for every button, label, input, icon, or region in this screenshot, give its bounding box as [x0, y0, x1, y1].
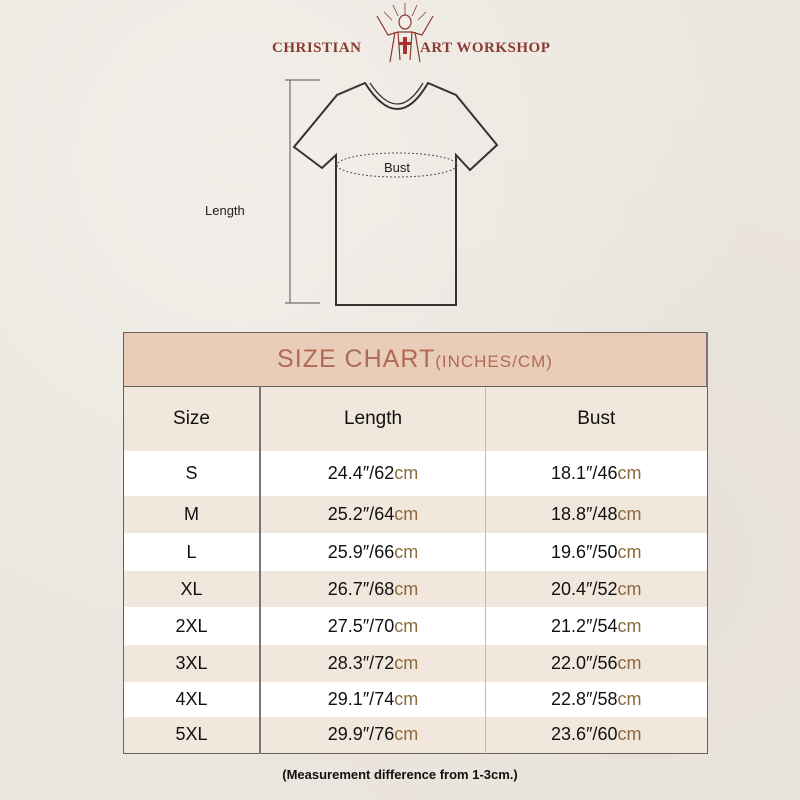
- size-cell: M: [123, 496, 261, 533]
- bust-cell: 21.2″/54cm: [485, 607, 707, 645]
- length-cell: 28.3″/72cm: [260, 645, 486, 682]
- size-cell: 4XL: [123, 682, 261, 717]
- bust-cell: 20.4″/52cm: [485, 571, 707, 607]
- tshirt-diagram: [285, 79, 499, 306]
- size-cell: L: [123, 533, 261, 571]
- brand-name-left: CHRISTIAN: [272, 40, 362, 56]
- size-cell: 2XL: [123, 607, 261, 645]
- size-cell: 5XL: [123, 717, 261, 753]
- size-cell: 3XL: [123, 645, 261, 682]
- table-row: 2XL 27.5″/70cm 21.2″/54cm: [123, 607, 707, 645]
- size-cell: S: [123, 451, 261, 496]
- bust-cell: 19.6″/50cm: [485, 533, 707, 571]
- christ-logo-icon: [376, 3, 434, 63]
- table-row: 5XL 29.9″/76cm 23.6″/60cm: [123, 717, 707, 753]
- bust-cell: 23.6″/60cm: [485, 717, 707, 753]
- length-cell: 26.7″/68cm: [260, 571, 486, 607]
- length-cell: 24.4″/62cm: [260, 451, 486, 496]
- brand-name-right: ART WORKSHOP: [420, 40, 551, 56]
- length-cell: 27.5″/70cm: [260, 607, 486, 645]
- bust-label: Bust: [384, 160, 411, 175]
- length-cell: 29.9″/76cm: [260, 717, 486, 753]
- size-chart-title: SIZE CHART(INCHES/CM): [123, 332, 708, 387]
- bust-cell: 22.8″/58cm: [485, 682, 707, 717]
- bust-cell: 22.0″/56cm: [485, 645, 707, 682]
- bust-cell: 18.8″/48cm: [485, 496, 707, 533]
- size-cell: XL: [123, 571, 261, 607]
- table-row: XL 26.7″/68cm 20.4″/52cm: [123, 571, 707, 607]
- length-cell: 25.2″/64cm: [260, 496, 486, 533]
- table-row: S 24.4″/62cm 18.1″/46cm: [123, 451, 707, 496]
- length-label: Length: [205, 203, 245, 218]
- header-bust: Bust: [485, 386, 707, 451]
- bust-cell: 18.1″/46cm: [485, 451, 707, 496]
- table-row: 3XL 28.3″/72cm 22.0″/56cm: [123, 645, 707, 682]
- table-row: M 25.2″/64cm 18.8″/48cm: [123, 496, 707, 533]
- table-row: L 25.9″/66cm 19.6″/50cm: [123, 533, 707, 571]
- header-length: Length: [260, 386, 486, 451]
- header-size: Size: [123, 386, 261, 451]
- length-cell: 25.9″/66cm: [260, 533, 486, 571]
- table-row: 4XL 29.1″/74cm 22.8″/58cm: [123, 682, 707, 717]
- measurement-note: (Measurement difference from 1-3cm.): [282, 767, 518, 782]
- length-cell: 29.1″/74cm: [260, 682, 486, 717]
- size-chart-table: SIZE CHART(INCHES/CM) Size Length Bust S 2…: [123, 332, 708, 754]
